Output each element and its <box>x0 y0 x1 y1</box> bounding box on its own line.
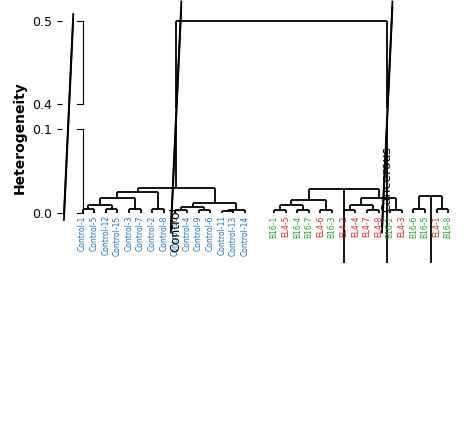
Text: Control-12: Control-12 <box>101 215 110 256</box>
Text: EL4-7: EL4-7 <box>363 215 372 237</box>
Text: Cancerous: Cancerous <box>381 147 394 212</box>
Text: Control-1: Control-1 <box>78 215 87 251</box>
Text: Control-14: Control-14 <box>240 215 249 256</box>
Text: Control-15: Control-15 <box>113 215 122 256</box>
Text: Control-13: Control-13 <box>229 215 238 256</box>
Text: EL4-2: EL4-2 <box>339 215 348 237</box>
Text: Control-9: Control-9 <box>194 215 203 251</box>
Text: Control-3: Control-3 <box>125 215 134 251</box>
Text: EL4-8: EL4-8 <box>374 215 383 237</box>
Text: Control-11: Control-11 <box>217 215 226 256</box>
Text: B16-8: B16-8 <box>444 215 453 237</box>
Text: EL4-5: EL4-5 <box>281 215 290 237</box>
Text: Control-4: Control-4 <box>182 215 191 251</box>
Text: Control-2: Control-2 <box>148 215 157 251</box>
FancyBboxPatch shape <box>171 108 182 126</box>
Text: B16-7: B16-7 <box>304 215 313 238</box>
Text: B16-1: B16-1 <box>270 215 279 237</box>
Y-axis label: Heterogeneity: Heterogeneity <box>12 81 27 194</box>
Text: B16-6: B16-6 <box>409 215 418 238</box>
Text: Control: Control <box>170 207 182 252</box>
Text: B16-5: B16-5 <box>420 215 429 238</box>
Text: Control-8: Control-8 <box>159 215 168 251</box>
Text: EL4-6: EL4-6 <box>316 215 325 237</box>
Text: EL4-4: EL4-4 <box>351 215 360 237</box>
Text: Control-10: Control-10 <box>171 215 180 256</box>
Text: EL4-1: EL4-1 <box>432 215 441 237</box>
FancyBboxPatch shape <box>382 108 392 126</box>
Text: Control-7: Control-7 <box>136 215 145 251</box>
Text: Control-6: Control-6 <box>206 215 215 251</box>
FancyBboxPatch shape <box>64 108 73 126</box>
Text: B16-2: B16-2 <box>386 215 395 237</box>
Text: EL4-3: EL4-3 <box>397 215 406 237</box>
Text: B16-4: B16-4 <box>293 215 302 238</box>
Text: B16-3: B16-3 <box>328 215 337 238</box>
Text: Control-5: Control-5 <box>90 215 99 251</box>
